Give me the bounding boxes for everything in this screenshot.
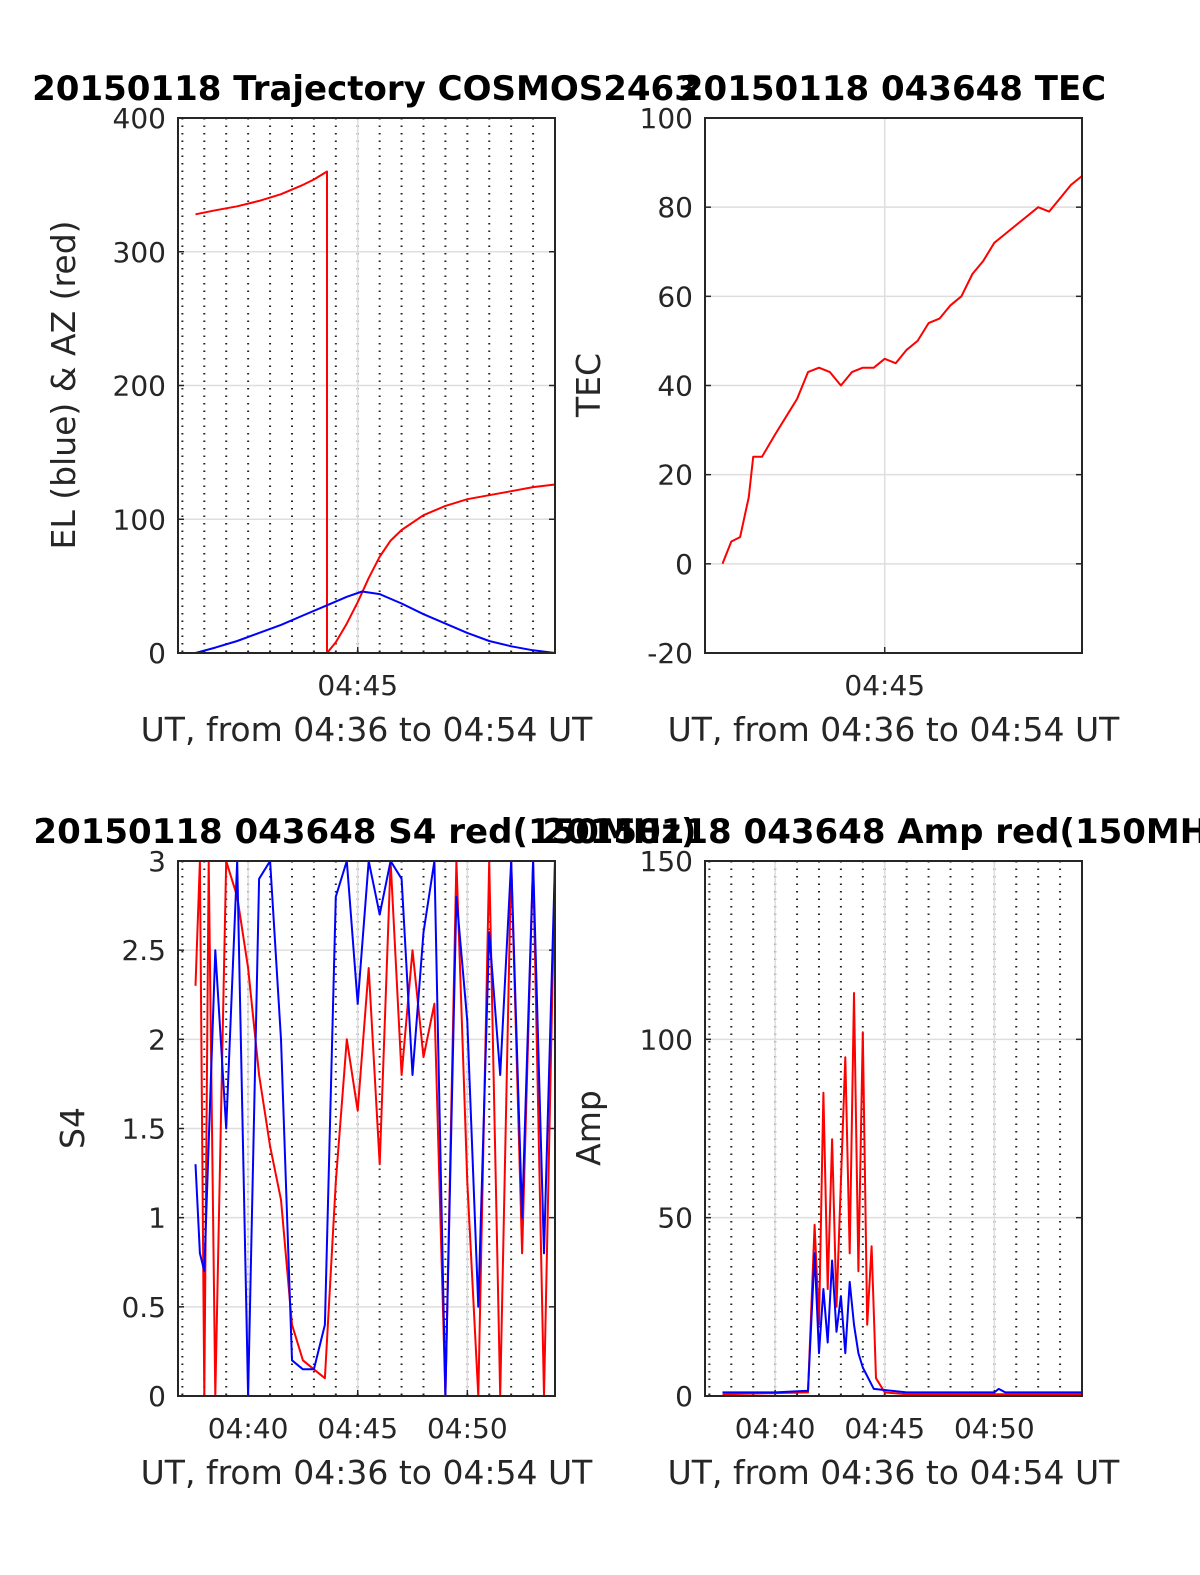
axes-frame [704, 860, 1083, 1397]
x-axis-label: UT, from 04:36 to 04:54 UT [668, 710, 1121, 749]
ytick-label: 1.5 [121, 1113, 166, 1146]
ytick-label: 60 [657, 280, 693, 313]
axes-frame [177, 860, 556, 1397]
chart-title: 20150118 043648 Amp red(150MHz) [542, 812, 1200, 852]
series-line-tec [721, 175, 1083, 565]
y-axis-label: TEC [569, 353, 608, 418]
ytick-label: 0.5 [121, 1291, 166, 1324]
ytick-label: 0 [675, 1380, 693, 1413]
plot-area [705, 861, 1082, 1396]
ytick-label: 1 [148, 1202, 166, 1235]
xtick-label: 04:50 [427, 1412, 508, 1445]
ytick-label: 2 [148, 1023, 166, 1056]
chart-title: 20150118 043648 S4 red(150MHz) [33, 812, 696, 852]
ytick-label: -20 [647, 637, 693, 670]
series-line-s4_blue [722, 1252, 1082, 1394]
ytick-label: 300 [113, 236, 166, 269]
ytick-label: 0 [675, 548, 693, 581]
x-axis-label: UT, from 04:36 to 04:54 UT [668, 1453, 1121, 1492]
xtick-label: 04:45 [317, 1412, 398, 1445]
chart-title: 20150118 Trajectory COSMOS2463 [32, 69, 698, 109]
xtick-label: 04:40 [735, 1412, 816, 1445]
ytick-label: 0 [148, 1380, 166, 1413]
ytick-label: 200 [113, 370, 166, 403]
ytick-label: 100 [640, 102, 693, 135]
ytick-label: 400 [113, 102, 166, 135]
ytick-label: 100 [113, 503, 166, 536]
y-axis-label: Amp [569, 1090, 608, 1166]
y-axis-label: S4 [53, 1107, 92, 1149]
y-axis-label: EL (blue) & AZ (red) [44, 220, 83, 549]
ytick-label: 150 [640, 845, 693, 878]
ytick-label: 0 [148, 637, 166, 670]
ytick-label: 2.5 [121, 934, 166, 967]
panel-amp: 0 50 100 150 04:40 04:45 04:50 20150118 043648 … [542, 812, 1200, 1492]
ytick-label: 50 [657, 1202, 693, 1235]
series-line-el [195, 590, 556, 654]
xtick-label: 04:45 [317, 669, 398, 702]
ytick-label: 40 [657, 370, 693, 403]
ytick-label: 3 [148, 845, 166, 878]
axes-frame [177, 117, 556, 654]
chart-title: 20150118 043648 TEC [680, 69, 1106, 109]
x-axis-label: UT, from 04:36 to 04:54 UT [141, 710, 594, 749]
xtick-label: 04:45 [844, 1412, 925, 1445]
ytick-label: 20 [657, 459, 693, 492]
xtick-label: 04:50 [954, 1412, 1035, 1445]
panel-s4: 0 0.5 1 1.5 2 2.5 3 04:40 04:45 04:50 20150118 043… [33, 812, 696, 1492]
series-line-s4_red [722, 992, 1082, 1396]
xtick-label: 04:45 [844, 669, 925, 702]
ytick-label: 100 [640, 1023, 693, 1056]
xtick-label: 04:40 [208, 1412, 289, 1445]
x-axis-label: UT, from 04:36 to 04:54 UT [141, 1453, 594, 1492]
panel-tec: -20 0 20 40 60 80 100 04:45 20150118 043648 TEC U… [569, 69, 1120, 749]
series-line-az [195, 170, 556, 654]
ytick-label: 80 [657, 191, 693, 224]
axes-frame [704, 117, 1083, 654]
